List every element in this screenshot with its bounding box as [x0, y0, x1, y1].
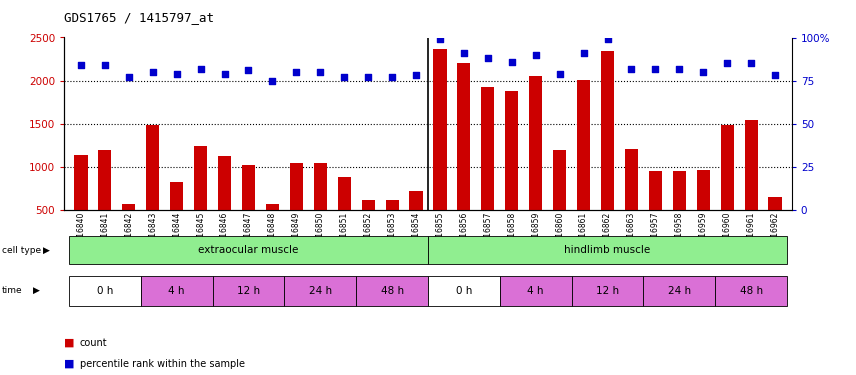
Text: 4 h: 4 h — [527, 286, 544, 296]
Text: 4 h: 4 h — [169, 286, 185, 296]
Bar — [122, 204, 135, 253]
Text: cell type: cell type — [2, 246, 41, 255]
Text: 0 h: 0 h — [455, 286, 473, 296]
Point — [481, 55, 495, 61]
Point — [529, 52, 543, 58]
Point — [721, 60, 734, 66]
Bar — [529, 76, 543, 253]
Bar — [553, 150, 566, 253]
Point — [625, 66, 639, 72]
Text: 24 h: 24 h — [668, 286, 691, 296]
Text: ▶: ▶ — [43, 246, 50, 255]
Bar — [577, 80, 590, 253]
Point — [122, 74, 135, 80]
Text: 12 h: 12 h — [596, 286, 619, 296]
Bar — [409, 191, 423, 253]
Point — [385, 74, 399, 80]
Point — [74, 62, 88, 68]
Point — [169, 71, 183, 77]
Text: 12 h: 12 h — [237, 286, 260, 296]
Point — [553, 71, 567, 77]
Point — [337, 74, 351, 80]
Bar — [290, 164, 303, 253]
Point — [217, 71, 231, 77]
Text: ■: ■ — [64, 338, 74, 348]
Point — [265, 78, 279, 84]
Point — [697, 69, 710, 75]
Bar — [649, 171, 662, 253]
Point — [433, 36, 447, 42]
Text: 24 h: 24 h — [309, 286, 332, 296]
Bar — [361, 200, 375, 253]
Point — [409, 72, 423, 78]
Bar — [745, 120, 758, 253]
Bar — [313, 164, 327, 253]
Point — [601, 36, 615, 42]
Bar — [146, 124, 159, 253]
Point — [649, 66, 663, 72]
Point — [673, 66, 687, 72]
Point — [241, 67, 255, 73]
Bar — [625, 149, 638, 253]
Point — [577, 50, 591, 56]
Text: time: time — [2, 286, 22, 295]
Point — [361, 74, 375, 80]
Bar — [769, 197, 782, 253]
Bar — [433, 49, 447, 253]
Point — [744, 60, 758, 66]
Bar — [697, 170, 710, 253]
Bar — [74, 155, 87, 253]
Text: 0 h: 0 h — [97, 286, 113, 296]
Text: ■: ■ — [64, 359, 74, 369]
Text: extraocular muscle: extraocular muscle — [199, 245, 299, 255]
Text: hindlimb muscle: hindlimb muscle — [564, 245, 651, 255]
Bar — [457, 63, 471, 253]
Bar — [601, 51, 614, 253]
Bar — [266, 204, 279, 253]
Bar — [481, 87, 495, 253]
Text: GDS1765 / 1415797_at: GDS1765 / 1415797_at — [64, 11, 214, 24]
Bar — [673, 171, 686, 253]
Bar — [337, 177, 351, 253]
Point — [289, 69, 303, 75]
Point — [768, 72, 782, 78]
Text: 48 h: 48 h — [740, 286, 763, 296]
Point — [146, 69, 159, 75]
Bar — [505, 91, 519, 253]
Point — [505, 58, 519, 64]
Text: percentile rank within the sample: percentile rank within the sample — [80, 359, 245, 369]
Bar — [721, 124, 734, 253]
Point — [98, 62, 112, 68]
Bar — [170, 182, 183, 253]
Text: ▶: ▶ — [33, 286, 39, 295]
Point — [193, 66, 207, 72]
Bar — [98, 150, 111, 253]
Point — [457, 50, 471, 56]
Bar — [242, 165, 255, 253]
Bar — [194, 146, 207, 253]
Point — [313, 69, 327, 75]
Bar — [218, 156, 231, 253]
Bar — [385, 200, 399, 253]
Text: count: count — [80, 338, 107, 348]
Text: 48 h: 48 h — [381, 286, 404, 296]
